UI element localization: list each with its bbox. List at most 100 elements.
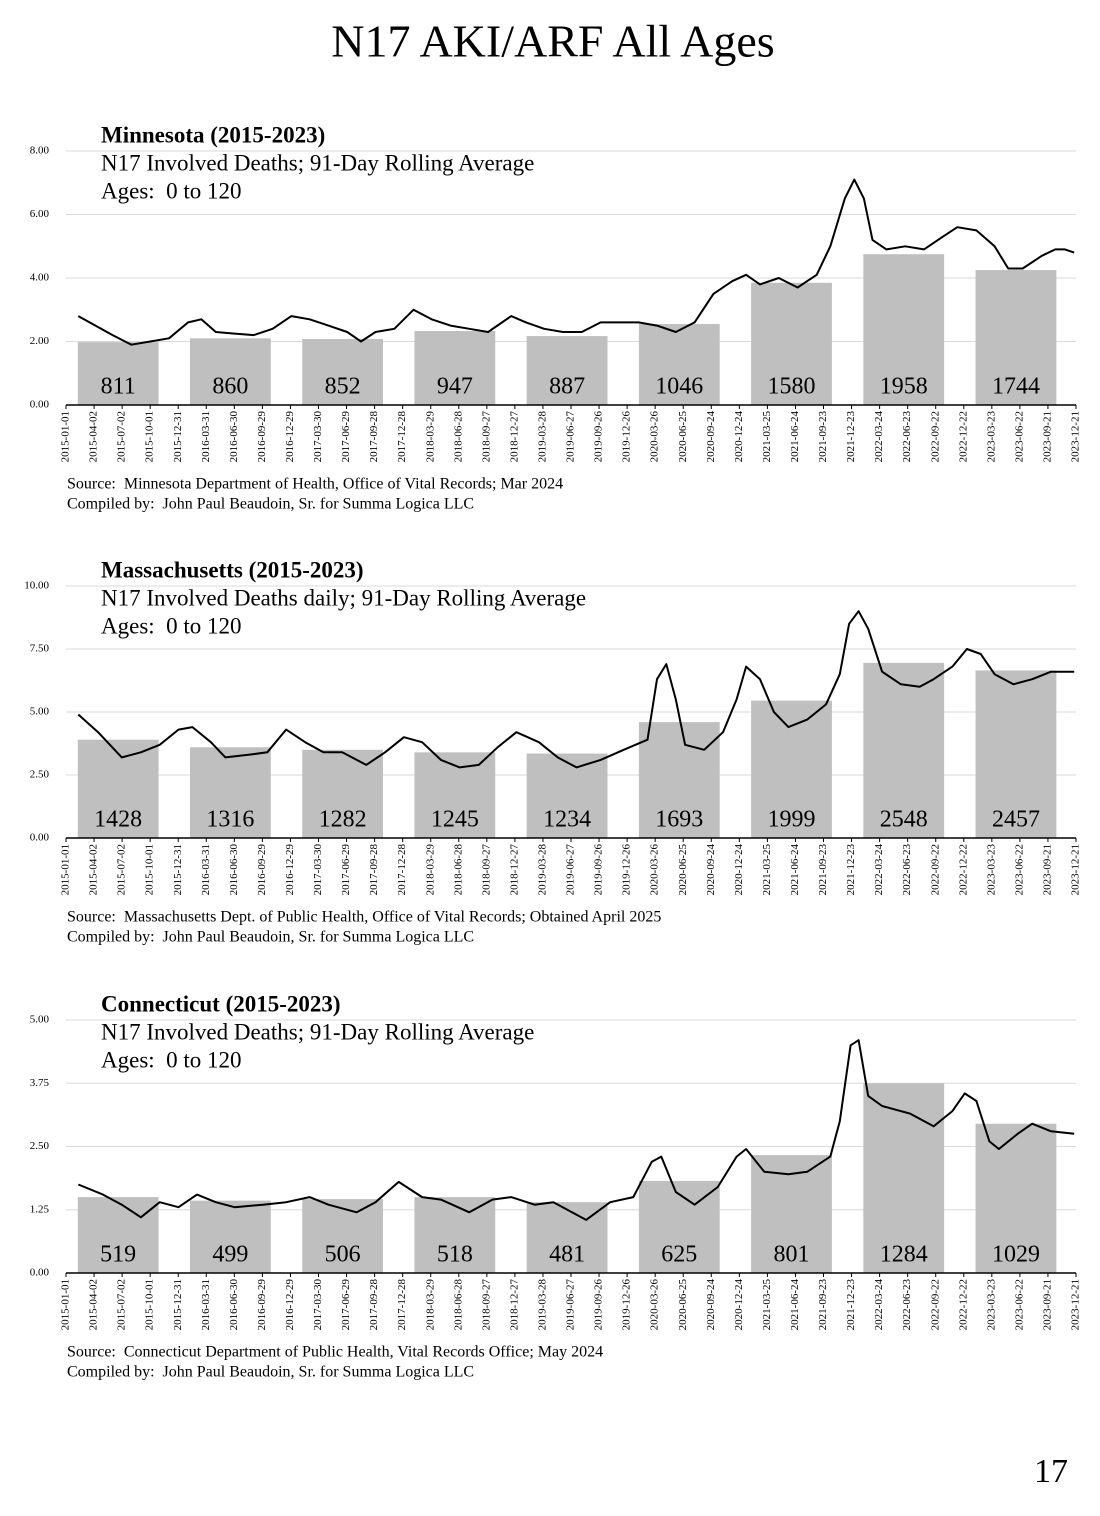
x-tick-label: 2018-09-27 bbox=[480, 844, 492, 896]
x-tick-label: 2019-12-26 bbox=[621, 844, 633, 896]
x-tick-label: 2022-06-23 bbox=[901, 411, 913, 463]
x-tick-label: 2015-12-31 bbox=[172, 1279, 184, 1330]
x-tick-label: 2015-01-01 bbox=[60, 844, 72, 895]
annual-total: 506 bbox=[325, 1242, 361, 1268]
x-tick-label: 2017-06-29 bbox=[340, 411, 352, 463]
x-tick-label: 2018-09-27 bbox=[480, 411, 492, 463]
chart-subtitle: N17 Involved Deaths daily; 91-Day Rollin… bbox=[101, 585, 586, 610]
bar bbox=[526, 336, 608, 405]
bar bbox=[77, 1197, 159, 1273]
x-tick-label: 2022-12-22 bbox=[957, 844, 969, 895]
x-tick-label: 2019-03-28 bbox=[536, 1279, 548, 1331]
x-tick-label: 2021-03-25 bbox=[761, 411, 773, 463]
x-tick-label: 2016-03-31 bbox=[200, 1279, 212, 1330]
x-tick-label: 2017-12-28 bbox=[396, 1279, 408, 1331]
x-tick-label: 2015-12-31 bbox=[172, 844, 184, 895]
y-tick-label: 2.00 bbox=[30, 335, 50, 347]
x-tick-label: 2022-09-22 bbox=[929, 844, 941, 895]
x-tick-label: 2016-09-29 bbox=[256, 1279, 268, 1331]
bar bbox=[526, 753, 608, 838]
annual-total: 625 bbox=[661, 1242, 697, 1268]
x-tick-label: 2019-09-26 bbox=[593, 844, 605, 896]
x-tick-label: 2020-03-26 bbox=[649, 411, 661, 463]
x-tick-label: 2019-09-26 bbox=[593, 411, 605, 463]
bar bbox=[77, 342, 159, 405]
x-tick-label: 2021-12-23 bbox=[845, 1279, 857, 1331]
y-tick-label: 0.00 bbox=[30, 399, 50, 411]
bar bbox=[975, 670, 1057, 838]
x-tick-label: 2020-03-26 bbox=[649, 844, 661, 896]
annual-total: 1316 bbox=[206, 807, 254, 833]
annual-total: 801 bbox=[774, 1242, 810, 1268]
bar bbox=[863, 254, 945, 405]
x-tick-label: 2023-12-21 bbox=[1070, 844, 1082, 895]
x-tick-label: 2021-09-23 bbox=[817, 844, 829, 896]
x-tick-label: 2023-06-22 bbox=[1013, 844, 1025, 895]
annual-total: 1234 bbox=[543, 807, 591, 833]
x-tick-label: 2021-06-24 bbox=[789, 411, 801, 463]
y-tick-label: 10.00 bbox=[24, 580, 49, 592]
rolling-average-line bbox=[77, 1039, 1075, 1221]
annual-total: 1245 bbox=[431, 807, 479, 833]
annual-total: 1958 bbox=[880, 374, 928, 400]
x-tick-label: 2023-12-21 bbox=[1070, 1279, 1082, 1330]
x-tick-label: 2019-06-27 bbox=[565, 1279, 577, 1331]
annual-total: 499 bbox=[212, 1242, 248, 1268]
x-tick-label: 2021-03-25 bbox=[761, 844, 773, 896]
x-tick-label: 2019-12-26 bbox=[621, 411, 633, 463]
y-tick-label: 2.50 bbox=[30, 1140, 50, 1152]
bar bbox=[190, 338, 271, 405]
x-tick-label: 2023-09-21 bbox=[1041, 1279, 1053, 1330]
x-tick-label: 2017-12-28 bbox=[396, 844, 408, 896]
x-tick-label: 2016-12-29 bbox=[284, 1279, 296, 1331]
x-tick-label: 2015-04-02 bbox=[88, 1279, 100, 1330]
chart-subtitle: N17 Involved Deaths; 91-Day Rolling Aver… bbox=[101, 150, 534, 175]
x-tick-label: 2015-10-01 bbox=[144, 411, 156, 462]
x-tick-label: 2017-03-30 bbox=[312, 411, 324, 463]
x-tick-label: 2015-07-02 bbox=[116, 844, 128, 895]
chart-title: Massachusetts (2015-2023) bbox=[101, 557, 364, 582]
chart-ages: Ages: 0 to 120 bbox=[101, 178, 242, 203]
x-tick-label: 2016-06-30 bbox=[228, 1279, 240, 1331]
x-tick-label: 2021-09-23 bbox=[817, 411, 829, 463]
x-tick-label: 2017-09-28 bbox=[368, 1279, 380, 1331]
x-tick-label: 2016-09-29 bbox=[256, 411, 268, 463]
x-tick-label: 2019-06-27 bbox=[565, 844, 577, 896]
x-tick-label: 2020-09-24 bbox=[705, 411, 717, 463]
x-tick-label: 2015-04-02 bbox=[88, 411, 100, 462]
y-tick-label: 7.50 bbox=[30, 643, 50, 655]
y-tick-label: 8.00 bbox=[30, 145, 50, 157]
x-tick-label: 2023-12-21 bbox=[1070, 411, 1082, 462]
annual-total: 519 bbox=[100, 1242, 136, 1268]
x-tick-label: 2020-06-25 bbox=[677, 844, 689, 896]
y-tick-label: 0.00 bbox=[30, 1267, 50, 1279]
x-tick-label: 2023-03-23 bbox=[985, 844, 997, 896]
annual-total: 1744 bbox=[992, 374, 1040, 400]
annual-total: 1580 bbox=[768, 374, 816, 400]
chart-ages: Ages: 0 to 120 bbox=[101, 1047, 242, 1072]
chart-ages: Ages: 0 to 120 bbox=[101, 613, 242, 638]
y-tick-label: 3.75 bbox=[30, 1077, 50, 1089]
annual-total: 1046 bbox=[655, 374, 703, 400]
bar bbox=[302, 749, 384, 838]
x-tick-label: 2023-09-21 bbox=[1041, 411, 1053, 462]
x-tick-label: 2016-03-31 bbox=[200, 844, 212, 895]
bar bbox=[414, 752, 496, 838]
x-tick-label: 2022-12-22 bbox=[957, 411, 969, 462]
x-tick-label: 2020-09-24 bbox=[705, 844, 717, 896]
y-tick-label: 5.00 bbox=[30, 1014, 50, 1026]
x-tick-label: 2015-07-02 bbox=[116, 1279, 128, 1330]
x-tick-label: 2021-12-23 bbox=[845, 411, 857, 463]
annual-total: 811 bbox=[101, 374, 136, 400]
y-tick-label: 5.00 bbox=[30, 706, 50, 718]
annual-total: 2457 bbox=[992, 807, 1040, 833]
bar bbox=[638, 722, 720, 838]
x-tick-label: 2015-12-31 bbox=[172, 411, 184, 462]
y-tick-label: 2.50 bbox=[30, 769, 50, 781]
x-tick-label: 2018-06-28 bbox=[452, 1279, 464, 1331]
x-tick-label: 2023-03-23 bbox=[985, 411, 997, 463]
bar bbox=[751, 282, 832, 405]
x-tick-label: 2022-03-24 bbox=[873, 1279, 885, 1331]
x-tick-label: 2016-12-29 bbox=[284, 411, 296, 463]
